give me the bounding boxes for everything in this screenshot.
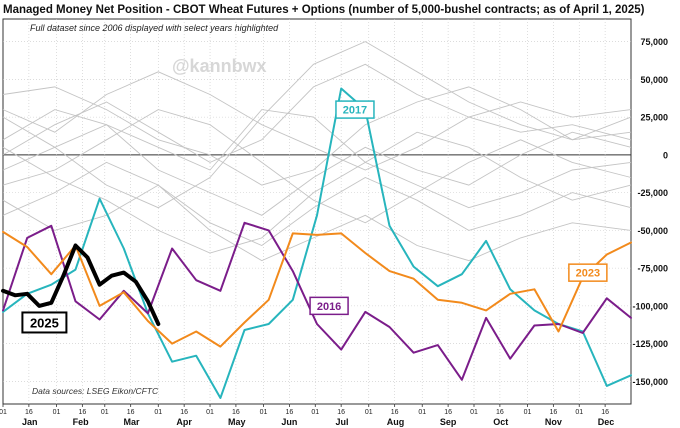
background-series-line xyxy=(2,109,632,209)
x-day-label: 16 xyxy=(285,409,293,416)
x-day-label: 16 xyxy=(391,409,399,416)
x-day-label: 01 xyxy=(575,409,583,416)
y-tick-label: 25,000 xyxy=(640,113,668,123)
x-day-label: 16 xyxy=(496,409,504,416)
background-series-line xyxy=(2,71,632,171)
source-note: Data sources: LSEG Eikon/CFTC xyxy=(32,386,159,396)
chart-title: Managed Money Net Position - CBOT Wheat … xyxy=(3,4,645,16)
background-series-line xyxy=(2,109,632,224)
x-day-label: 01 xyxy=(418,409,426,416)
y-tick-label: 50,000 xyxy=(640,75,668,85)
series-label-box-2017 xyxy=(335,100,375,119)
x-month-label: Jan xyxy=(22,417,38,427)
series-label-layer: 2017 2016 2023 2025 xyxy=(21,100,608,334)
series-line-2025 xyxy=(1,243,161,326)
x-month-label: Jun xyxy=(281,417,297,427)
x-month-label: Aug xyxy=(387,417,405,427)
x-day-label: 01 xyxy=(206,409,214,416)
x-day-label: 16 xyxy=(127,409,135,416)
series-label-2025: 2025 xyxy=(30,315,59,330)
series-label-box-2023 xyxy=(568,263,608,282)
watermark: @kannbwx xyxy=(172,56,267,76)
series-label-2023: 2023 xyxy=(576,268,600,280)
x-day-label: 01 xyxy=(0,409,7,416)
x-day-label: 16 xyxy=(180,409,188,416)
background-series-layer xyxy=(2,41,632,262)
background-series-line xyxy=(2,86,632,186)
x-day-label: 01 xyxy=(311,409,319,416)
background-series-line xyxy=(2,161,632,262)
x-day-label: 01 xyxy=(470,409,478,416)
x-month-label: Oct xyxy=(493,417,508,427)
series-line-2023 xyxy=(2,230,632,348)
x-day-label: 16 xyxy=(25,409,33,416)
x-month-label: Nov xyxy=(545,417,562,427)
x-day-label: 01 xyxy=(524,409,532,416)
x-month-label: Apr xyxy=(176,417,192,427)
x-day-label: 16 xyxy=(601,409,609,416)
x-month-label: Jul xyxy=(336,417,349,427)
series-line-2017 xyxy=(2,87,632,399)
grid-layer xyxy=(3,19,631,404)
x-day-label: 16 xyxy=(78,409,86,416)
series-label-box-2016 xyxy=(309,296,349,316)
series-label-2017: 2017 xyxy=(343,105,367,117)
x-day-label: 16 xyxy=(549,409,557,416)
y-tick-label: -50,000 xyxy=(637,226,668,236)
x-day-label: 16 xyxy=(444,409,452,416)
x-month-label: Mar xyxy=(124,417,141,427)
series-label-2016: 2016 xyxy=(317,301,341,313)
axis-layer: 75,000 50,000 25,000 0 -25,000 -50,000 -75,000… xyxy=(0,37,668,427)
y-tick-label: -75,000 xyxy=(637,264,668,274)
x-month-label: Feb xyxy=(73,417,90,427)
background-series-line xyxy=(2,131,632,254)
x-day-label: 16 xyxy=(337,409,345,416)
x-month-label: Dec xyxy=(598,417,615,427)
x-day-label: 01 xyxy=(365,409,373,416)
highlight-series-layer xyxy=(1,87,632,399)
y-tick-label: 0 xyxy=(663,150,668,160)
y-tick-label: 75,000 xyxy=(640,37,668,47)
series-label-box-2025 xyxy=(21,311,68,334)
x-day-label: 01 xyxy=(154,409,162,416)
x-day-label: 01 xyxy=(53,409,61,416)
y-tick-label: -125,000 xyxy=(632,339,668,349)
x-day-label: 16 xyxy=(232,409,240,416)
y-tick-label: -100,000 xyxy=(632,301,668,311)
x-day-label: 01 xyxy=(260,409,268,416)
x-month-label: May xyxy=(228,417,246,427)
y-tick-label: -150,000 xyxy=(632,377,668,387)
background-series-line xyxy=(2,176,632,247)
y-tick-label: -25,000 xyxy=(637,188,668,198)
series-line-2016 xyxy=(2,221,632,381)
background-series-line xyxy=(2,41,632,209)
x-month-label: Sep xyxy=(440,417,457,427)
x-day-label: 01 xyxy=(101,409,109,416)
chart-subtitle: Full dataset since 2006 displayed with s… xyxy=(30,23,279,33)
background-series-line xyxy=(2,63,632,163)
